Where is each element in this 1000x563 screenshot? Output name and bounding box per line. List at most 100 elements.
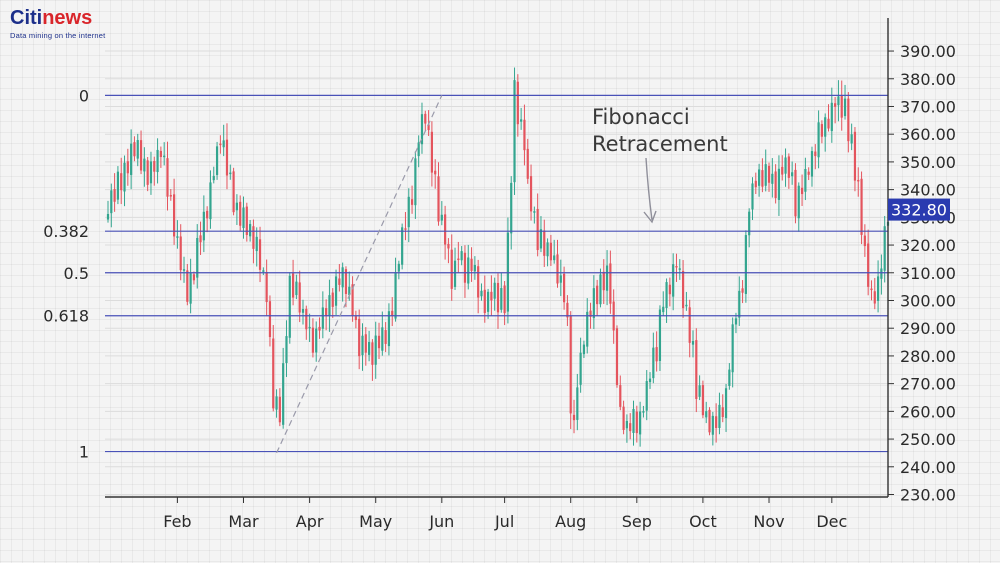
candle-body-173 <box>678 268 681 270</box>
candle-body-66 <box>325 308 328 317</box>
candle-161 <box>639 401 642 447</box>
candle-94 <box>417 135 420 168</box>
candle-112 <box>477 259 480 314</box>
candle-159 <box>632 400 635 446</box>
candle-body-64 <box>318 326 321 331</box>
candle-106 <box>457 241 460 273</box>
candle-body-198 <box>761 170 764 187</box>
candle-204 <box>781 155 784 181</box>
candle-164 <box>648 372 652 389</box>
candle-54 <box>285 320 288 377</box>
candle-96 <box>424 110 427 131</box>
candle-24 <box>186 264 189 306</box>
candle-213 <box>810 146 814 187</box>
candle-30 <box>206 206 209 233</box>
candle-body-221 <box>837 96 840 106</box>
x-tick-label-6: Aug <box>555 512 586 531</box>
candle-body-86 <box>391 310 394 316</box>
candle-body-89 <box>401 227 404 265</box>
candle-61 <box>308 313 311 342</box>
candle-29 <box>202 195 205 253</box>
candle-20 <box>173 178 176 245</box>
candle-150 <box>602 259 605 305</box>
candle-body-191 <box>738 290 741 318</box>
candle-7 <box>130 129 133 190</box>
candle-163 <box>645 370 648 421</box>
candle-body-1 <box>110 190 113 214</box>
candle-body-140 <box>569 315 572 414</box>
candle-body-194 <box>748 211 751 236</box>
candle-body-3 <box>116 171 120 200</box>
candle-95 <box>420 102 424 154</box>
x-tick-label-3: May <box>359 512 392 531</box>
candle-17 <box>163 142 166 166</box>
candle-body-81 <box>374 335 377 365</box>
candle-165 <box>652 332 655 384</box>
candle-64 <box>318 317 321 339</box>
candle-119 <box>500 272 503 313</box>
candle-body-227 <box>857 179 860 182</box>
candle-body-208 <box>794 169 797 217</box>
candle-body-201 <box>771 173 774 184</box>
candle-body-197 <box>758 169 761 186</box>
candle-162 <box>642 405 645 418</box>
candle-body-23 <box>182 269 186 271</box>
y-tick-label-4: 270.00 <box>900 375 956 394</box>
candle-215 <box>817 110 820 169</box>
candle-195 <box>751 177 754 221</box>
current-price-tag: 332.80 <box>888 198 950 221</box>
candle-135 <box>553 239 556 264</box>
x-tick-label-0: Feb <box>163 512 191 531</box>
candle-133 <box>546 238 549 267</box>
candle-body-77 <box>361 335 364 356</box>
candle-223 <box>843 84 847 120</box>
candle-body-168 <box>662 306 665 313</box>
candle-body-148 <box>596 285 599 305</box>
candle-158 <box>629 413 632 440</box>
candle-63 <box>315 321 318 362</box>
candle-114 <box>483 275 486 323</box>
candle-155 <box>619 375 622 411</box>
candle-193 <box>744 230 747 303</box>
candle-143 <box>579 337 582 393</box>
candle-185 <box>718 392 721 435</box>
candle-67 <box>328 279 331 332</box>
chart-axes <box>105 18 889 498</box>
candle-140 <box>569 311 572 429</box>
candle-74 <box>351 276 354 322</box>
candle-body-24 <box>186 270 189 302</box>
candle-15 <box>156 138 159 184</box>
candle-34 <box>219 135 222 154</box>
trend-line-group <box>276 95 443 454</box>
candle-body-94 <box>417 142 420 157</box>
candle-body-59 <box>301 309 305 313</box>
candle-body-10 <box>139 140 143 171</box>
candle-body-11 <box>143 158 146 172</box>
candle-body-200 <box>767 165 771 183</box>
candle-body-58 <box>298 282 301 313</box>
candle-body-170 <box>668 284 671 295</box>
candle-88 <box>397 260 400 280</box>
candle-129 <box>533 206 536 224</box>
y-tick-label-12: 350.00 <box>900 153 956 172</box>
candle-99 <box>434 159 437 189</box>
candle-227 <box>857 167 860 197</box>
x-tick-label-7: Sep <box>622 512 652 531</box>
candle-body-63 <box>315 328 318 353</box>
y-tick-label-14: 370.00 <box>900 97 956 116</box>
candle-60 <box>305 305 308 340</box>
candle-body-39 <box>235 202 238 211</box>
candle-body-119 <box>500 288 503 310</box>
candle-body-8 <box>133 142 136 157</box>
candle-body-35 <box>222 140 225 148</box>
y-tick-label-7: 300.00 <box>900 291 956 310</box>
candle-75 <box>354 310 357 329</box>
candle-body-82 <box>377 335 381 349</box>
candle-176 <box>688 299 691 358</box>
candle-178 <box>695 328 698 413</box>
candle-210 <box>800 174 804 206</box>
candle-body-91 <box>407 196 410 228</box>
candle-107 <box>460 246 463 266</box>
candle-41 <box>242 196 245 239</box>
price-tag-box <box>888 198 950 221</box>
